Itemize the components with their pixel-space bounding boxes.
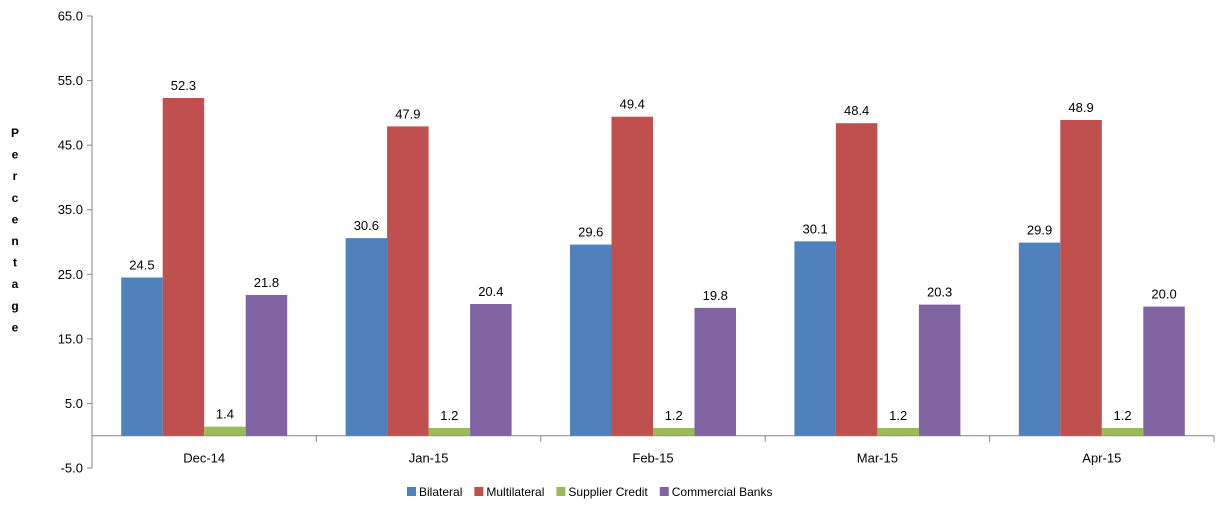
legend: Bilateral Multilateral Supplier Credit Comm… bbox=[407, 485, 772, 499]
bar-commercial-banks bbox=[1143, 306, 1185, 436]
y-tick-label: 55.0 bbox=[58, 73, 83, 88]
data-label: 1.2 bbox=[1114, 408, 1132, 423]
bar-supplier-credit bbox=[1101, 427, 1144, 436]
bar-supplier-credit bbox=[877, 427, 919, 436]
plot-area: 65.0 55.0 45.0 35.0 25.0 15.0 5.0 -5.0 24.5 52.3 1… bbox=[58, 9, 1215, 476]
y-axis-label-letter: e bbox=[12, 212, 19, 226]
data-label: 30.1 bbox=[802, 221, 827, 236]
data-label: 1.4 bbox=[216, 407, 234, 422]
legend-swatch bbox=[556, 487, 566, 496]
legend-label: Bilateral bbox=[419, 485, 462, 499]
y-tick-label: 35.0 bbox=[58, 202, 83, 217]
bar-commercial-banks bbox=[918, 304, 961, 436]
y-tick-label: 65.0 bbox=[58, 9, 83, 24]
y-axis-label-letter: r bbox=[13, 169, 18, 183]
y-tick-label: -5.0 bbox=[61, 461, 83, 476]
bar-supplier-credit bbox=[428, 427, 471, 436]
data-label: 48.9 bbox=[1068, 100, 1093, 115]
data-label: 21.8 bbox=[254, 275, 279, 290]
legend-swatch bbox=[474, 487, 484, 496]
data-label: 29.6 bbox=[578, 225, 603, 240]
bar-supplier-credit bbox=[204, 426, 246, 436]
x-tick-label: Dec-14 bbox=[183, 451, 225, 466]
data-label: 20.0 bbox=[1151, 287, 1176, 302]
bar-bilateral bbox=[345, 238, 388, 436]
bar-bilateral bbox=[794, 241, 836, 436]
y-axis-label-letter: e bbox=[12, 148, 19, 162]
bar-multilateral bbox=[162, 98, 205, 436]
legend-label: Supplier Credit bbox=[568, 485, 648, 499]
bar-multilateral bbox=[611, 116, 653, 436]
y-axis-label-letter: P bbox=[11, 126, 19, 140]
x-tick-label: Jan-15 bbox=[409, 451, 449, 466]
data-label: 1.2 bbox=[665, 408, 683, 423]
legend-label: Multilateral bbox=[486, 485, 544, 499]
data-label: 30.6 bbox=[354, 218, 379, 233]
legend-label: Commercial Banks bbox=[672, 485, 773, 499]
bar-commercial-banks bbox=[245, 294, 288, 436]
data-label: 49.4 bbox=[620, 97, 645, 112]
data-label: 52.3 bbox=[171, 78, 196, 93]
data-label: 47.9 bbox=[395, 106, 420, 121]
data-label: 20.3 bbox=[927, 285, 952, 300]
y-axis-label-letter: e bbox=[12, 320, 19, 334]
x-tick-label: Feb-15 bbox=[632, 451, 673, 466]
bar-bilateral bbox=[570, 244, 612, 436]
legend-swatch bbox=[659, 487, 669, 496]
bar-multilateral bbox=[1060, 119, 1102, 436]
y-axis-label-letter: a bbox=[12, 277, 19, 291]
data-label: 1.2 bbox=[889, 408, 907, 423]
y-axis-label-letter: g bbox=[11, 299, 18, 313]
y-axis-label-letter: t bbox=[13, 256, 17, 270]
y-tick-label: 5.0 bbox=[65, 396, 83, 411]
bar-supplier-credit bbox=[653, 427, 695, 436]
legend-swatch bbox=[407, 487, 416, 496]
data-label: 19.8 bbox=[703, 288, 728, 303]
data-label: 48.4 bbox=[844, 103, 869, 118]
y-tick-label: 45.0 bbox=[58, 138, 83, 153]
x-tick-label: Apr-15 bbox=[1082, 451, 1121, 466]
bar-bilateral bbox=[1018, 242, 1061, 436]
bar-commercial-banks bbox=[470, 303, 512, 436]
x-tick-label: Mar-15 bbox=[857, 451, 898, 466]
data-label: 29.9 bbox=[1027, 223, 1052, 238]
data-label: 20.4 bbox=[478, 284, 503, 299]
y-axis-label-letter: c bbox=[12, 191, 19, 205]
bar-commercial-banks bbox=[694, 307, 736, 436]
bar-bilateral bbox=[121, 277, 163, 436]
y-tick-label: 15.0 bbox=[58, 331, 83, 346]
data-label: 1.2 bbox=[440, 408, 458, 423]
bar-multilateral bbox=[387, 126, 429, 436]
y-tick-label: 25.0 bbox=[58, 267, 83, 282]
y-axis-label-letter: n bbox=[11, 234, 18, 248]
data-label: 24.5 bbox=[129, 258, 154, 273]
bar-multilateral bbox=[835, 123, 878, 436]
